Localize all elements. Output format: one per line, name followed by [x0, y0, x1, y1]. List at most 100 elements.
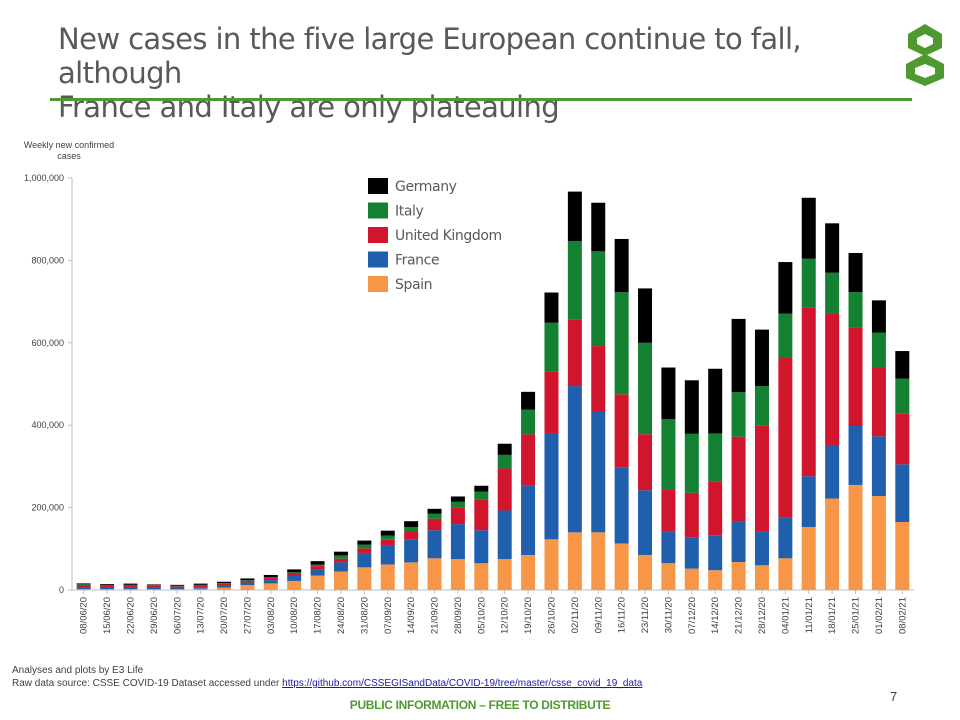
bar-segment-spain: [521, 554, 536, 590]
bar-segment-spain: [263, 583, 278, 590]
source-link[interactable]: https://github.com/CSSEGISandData/COVID-…: [282, 678, 643, 689]
y-tick-label: 0: [59, 585, 64, 595]
x-tick-label: 16/11/20: [617, 597, 628, 633]
bar-segment-france: [404, 539, 419, 563]
x-tick-label: 13/07/20: [196, 597, 207, 634]
bar-segment-united-kingdom: [357, 548, 372, 553]
bar-segment-germany: [240, 578, 255, 581]
bar-segment-italy: [380, 535, 395, 540]
bar-segment-spain: [146, 589, 161, 590]
bar-segment-italy: [357, 544, 372, 549]
footer-source-prefix: Raw data source: CSSE COVID-19 Dataset a…: [12, 678, 283, 689]
bar-segment-spain: [895, 522, 910, 590]
bar-segment-united-kingdom: [193, 585, 208, 588]
bar-segment-united-kingdom: [614, 394, 629, 468]
bar-segment-spain: [240, 585, 255, 590]
bar-segment-germany: [638, 288, 653, 343]
bar-segment-united-kingdom: [497, 468, 512, 511]
x-tick-label: 10/08/20: [289, 597, 300, 634]
x-tick-label: 12/10/20: [500, 597, 511, 634]
bar-segment-italy: [404, 526, 419, 532]
x-tick-label: 21/12/20: [734, 597, 745, 634]
bar-segment-united-kingdom: [684, 492, 699, 538]
bar-segment-france: [778, 517, 793, 559]
bar-segment-france: [333, 562, 348, 572]
bar-segment-france: [450, 524, 465, 560]
bar-segment-germany: [661, 367, 676, 420]
bar-segment-united-kingdom: [731, 436, 746, 522]
bar-segment-germany: [287, 569, 302, 573]
bar-segment-france: [310, 569, 325, 576]
bar-segment-united-kingdom: [754, 425, 769, 532]
bar-segment-france: [474, 530, 489, 564]
bar-segment-united-kingdom: [450, 507, 465, 525]
x-tick-label: 27/07/20: [242, 597, 253, 634]
bar-segment-germany: [123, 583, 138, 585]
bar-segment-italy: [591, 251, 606, 347]
bar-segment-united-kingdom: [100, 585, 115, 588]
x-tick-label: 14/09/20: [406, 597, 417, 634]
slide-title-line1: New cases in the five large European con…: [58, 22, 802, 90]
public-information-notice: PUBLIC INFORMATION – FREE TO DISTRIBUTE: [349, 698, 611, 712]
slide-title-line2: France and Italy are only plateauing: [58, 90, 560, 124]
bar-segment-italy: [450, 501, 465, 508]
legend-swatch: [368, 202, 388, 219]
y-tick-label: 400,000: [31, 420, 64, 430]
bar-segment-italy: [848, 292, 863, 328]
bar-segment-france: [708, 535, 723, 571]
bar-segment-germany: [100, 584, 115, 585]
bar-segment-france: [825, 444, 840, 499]
bar-segment-france: [567, 386, 582, 533]
bar-segment-germany: [263, 574, 278, 578]
bar-segment-italy: [240, 580, 255, 581]
bar-segment-france: [731, 521, 746, 562]
bar-segment-united-kingdom: [240, 580, 255, 583]
bar-segment-italy: [778, 313, 793, 359]
bar-segment-united-kingdom: [871, 367, 886, 437]
y-tick-label: 600,000: [31, 338, 64, 348]
bar-segment-france: [380, 545, 395, 565]
bar-segment-france: [193, 587, 208, 589]
bar-segment-france: [895, 464, 910, 523]
x-tick-label: 25/01/21: [851, 597, 862, 634]
bar-segment-italy: [825, 272, 840, 314]
bar-segment-germany: [871, 300, 886, 333]
x-tick-label: 24/08/20: [336, 597, 347, 634]
bar-segment-italy: [427, 513, 442, 519]
bar-segment-italy: [333, 555, 348, 559]
bar-segment-united-kingdom: [76, 585, 91, 588]
bar-segment-germany: [146, 584, 161, 586]
y-tick-label: 200,000: [31, 503, 64, 513]
bar-segment-united-kingdom: [123, 585, 138, 588]
bar-segment-germany: [848, 252, 863, 293]
bar-segment-united-kingdom: [801, 307, 816, 477]
bar-segment-germany: [684, 380, 699, 434]
legend-swatch: [368, 227, 388, 243]
bar-segment-germany: [521, 391, 536, 410]
bar-segment-united-kingdom: [427, 518, 442, 531]
bar-segment-italy: [731, 392, 746, 437]
bar-segment-germany: [497, 443, 512, 455]
bar-segment-spain: [123, 589, 138, 590]
bar-segment-united-kingdom: [170, 586, 185, 588]
bar-segment-italy: [146, 585, 161, 586]
legend-label: France: [395, 253, 439, 269]
bar-segment-spain: [404, 562, 419, 590]
bar-segment-france: [170, 587, 185, 590]
bar-segment-italy: [544, 322, 559, 372]
bar-segment-france: [801, 476, 816, 527]
bar-segment-italy: [708, 433, 723, 482]
bar-segment-italy: [895, 378, 910, 414]
x-tick-label: 05/10/20: [476, 597, 487, 634]
bar-segment-france: [427, 530, 442, 559]
bar-segment-italy: [474, 491, 489, 500]
bar-segment-spain: [848, 484, 863, 590]
bar-segment-spain: [497, 559, 512, 590]
bar-segment-united-kingdom: [848, 327, 863, 427]
bar-segment-italy: [287, 572, 302, 574]
bar-segment-france: [287, 575, 302, 581]
bar-segment-italy: [638, 342, 653, 435]
bar-segment-france: [123, 587, 138, 590]
bar-segment-spain: [567, 532, 582, 590]
bar-segment-france: [76, 587, 91, 590]
